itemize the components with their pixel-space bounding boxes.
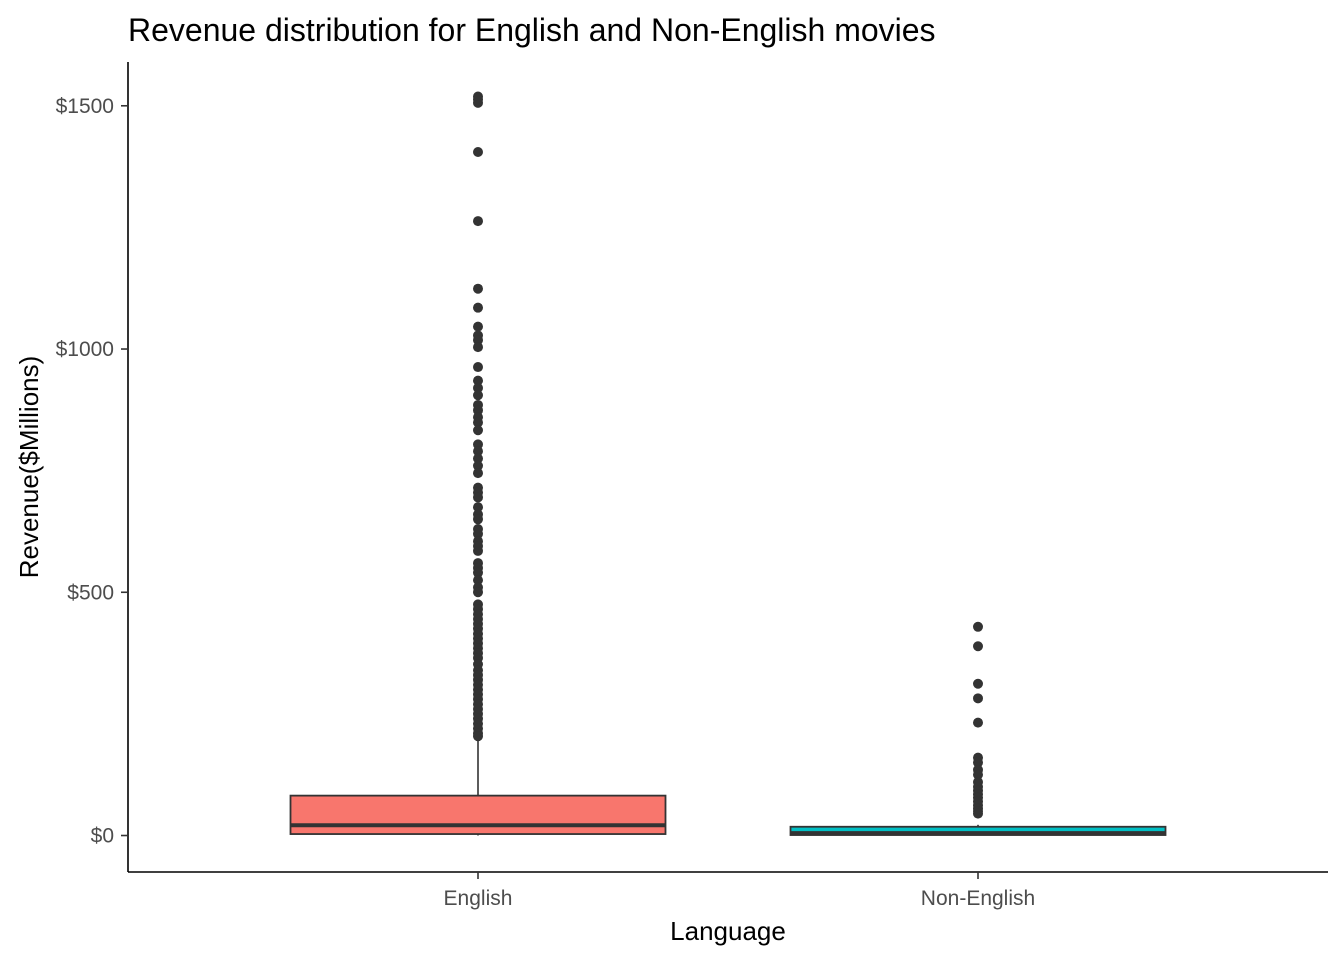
y-axis-ticks: $0 $500 $1000 $1500 bbox=[56, 95, 128, 848]
outlier-point bbox=[473, 502, 483, 513]
y-tick-label: $0 bbox=[91, 825, 114, 848]
outlier-point bbox=[473, 460, 483, 471]
iqr-box bbox=[289, 794, 667, 835]
chart-title: Revenue distribution for English and Non… bbox=[128, 12, 936, 48]
outlier-point bbox=[473, 468, 483, 479]
outlier-point bbox=[473, 514, 483, 525]
y-axis-title: Revenue($Millions) bbox=[14, 356, 44, 579]
outlier-point bbox=[473, 382, 483, 393]
outlier-point bbox=[473, 97, 483, 108]
outlier-point bbox=[473, 587, 483, 598]
outlier-point bbox=[473, 362, 483, 373]
box-non-english bbox=[789, 621, 1167, 836]
x-axis-title: Language bbox=[670, 916, 786, 946]
outlier-point bbox=[473, 375, 483, 386]
outlier-point bbox=[473, 528, 483, 539]
x-tick-label: English bbox=[444, 887, 513, 910]
outlier-point bbox=[973, 641, 983, 652]
outlier-point bbox=[473, 492, 483, 503]
outlier-point bbox=[973, 621, 983, 632]
outlier-point bbox=[973, 757, 983, 768]
boxes-layer bbox=[289, 91, 1167, 836]
outlier-point bbox=[473, 417, 483, 428]
outlier-point bbox=[973, 693, 983, 704]
y-tick-label: $1000 bbox=[56, 338, 114, 361]
outlier-point bbox=[473, 302, 483, 313]
outlier-point bbox=[473, 147, 483, 157]
outlier-point bbox=[473, 567, 483, 578]
outlier-point bbox=[473, 446, 483, 457]
outlier-point bbox=[973, 769, 983, 780]
outlier-point bbox=[473, 575, 483, 586]
outlier-point bbox=[473, 731, 483, 742]
y-tick-label: $500 bbox=[67, 581, 114, 604]
outlier-point bbox=[473, 425, 483, 436]
outlier-point bbox=[473, 342, 483, 353]
outlier-point bbox=[973, 678, 983, 689]
outlier-point bbox=[973, 717, 983, 728]
outlier-point bbox=[473, 390, 483, 401]
outlier-point bbox=[473, 545, 483, 556]
outlier-point bbox=[473, 283, 483, 294]
outlier-point bbox=[473, 216, 483, 227]
box-english bbox=[289, 91, 667, 836]
y-tick-label: $1500 bbox=[56, 95, 114, 118]
outlier-point bbox=[973, 808, 983, 819]
outlier-point bbox=[473, 453, 483, 464]
x-axis-ticks: English Non-English bbox=[444, 872, 1035, 910]
x-tick-label: Non-English bbox=[921, 887, 1035, 910]
outlier-point bbox=[473, 321, 483, 332]
